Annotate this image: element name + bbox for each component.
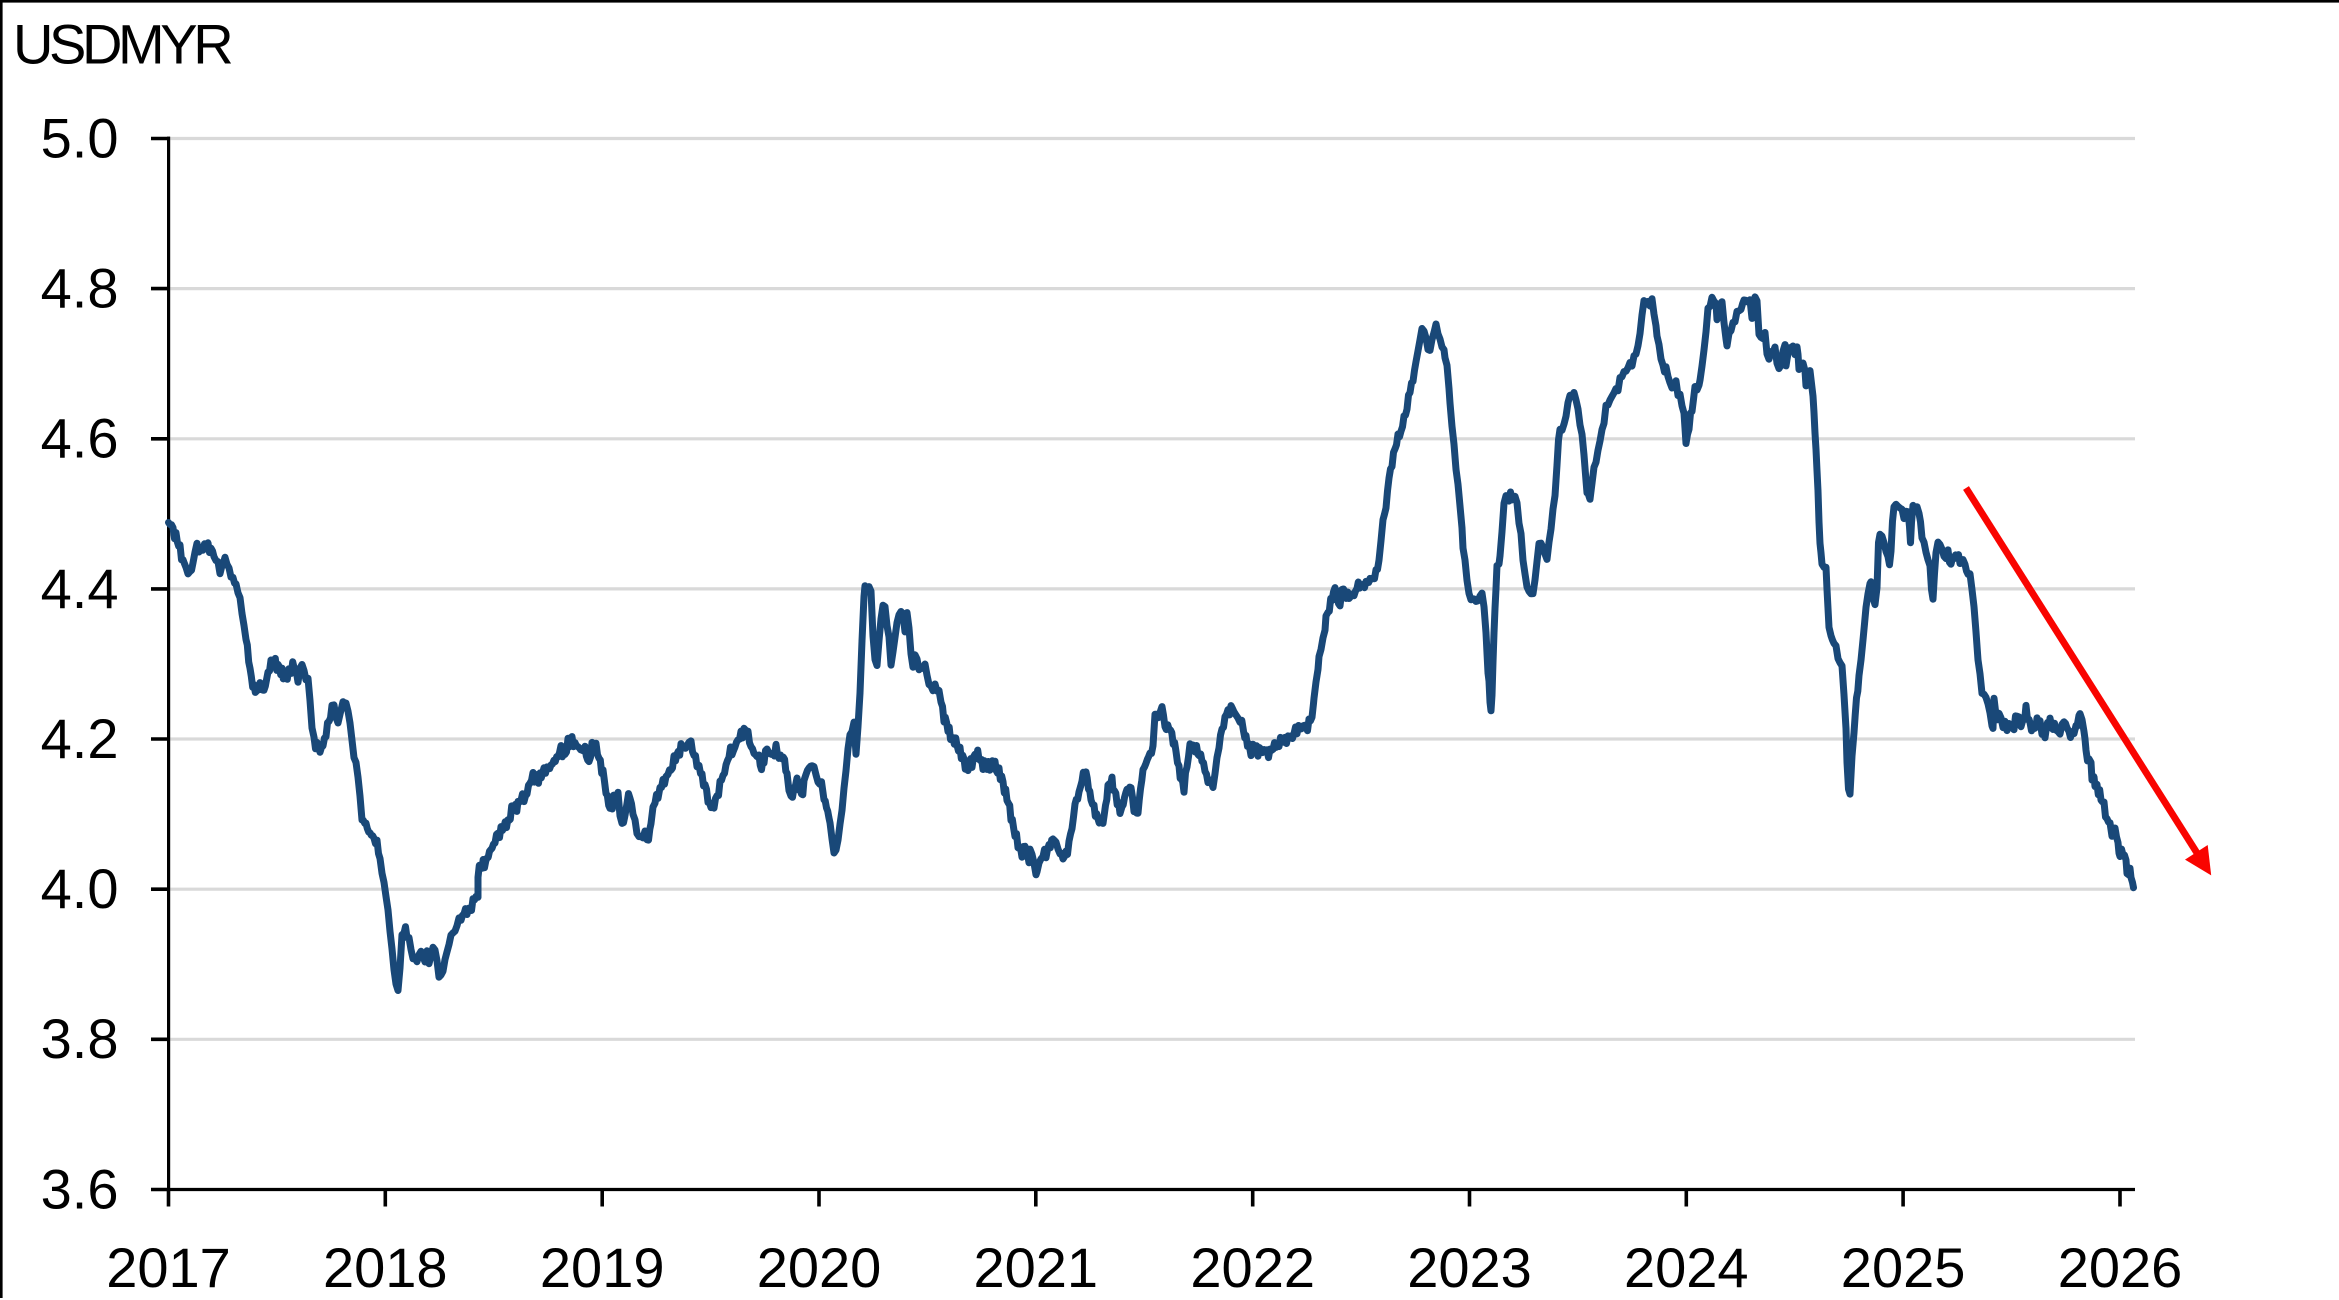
- svg-text:USDMYR: USDMYR: [13, 13, 231, 76]
- svg-text:5.0: 5.0: [41, 106, 119, 169]
- svg-text:2024: 2024: [1624, 1236, 1749, 1299]
- svg-text:2019: 2019: [540, 1236, 665, 1299]
- svg-text:3.8: 3.8: [41, 1007, 119, 1070]
- svg-text:2023: 2023: [1407, 1236, 1532, 1299]
- svg-text:2020: 2020: [757, 1236, 882, 1299]
- svg-text:2022: 2022: [1190, 1236, 1315, 1299]
- svg-text:4.8: 4.8: [41, 257, 119, 320]
- svg-text:4.0: 4.0: [41, 857, 119, 920]
- svg-text:4.6: 4.6: [41, 407, 119, 470]
- svg-text:4.2: 4.2: [41, 707, 119, 770]
- svg-text:2017: 2017: [106, 1236, 231, 1299]
- svg-text:3.6: 3.6: [41, 1157, 119, 1220]
- svg-text:4.4: 4.4: [41, 557, 119, 620]
- svg-text:2018: 2018: [323, 1236, 448, 1299]
- svg-text:2021: 2021: [974, 1236, 1099, 1299]
- svg-text:2026: 2026: [2058, 1236, 2183, 1299]
- svg-text:2025: 2025: [1841, 1236, 1966, 1299]
